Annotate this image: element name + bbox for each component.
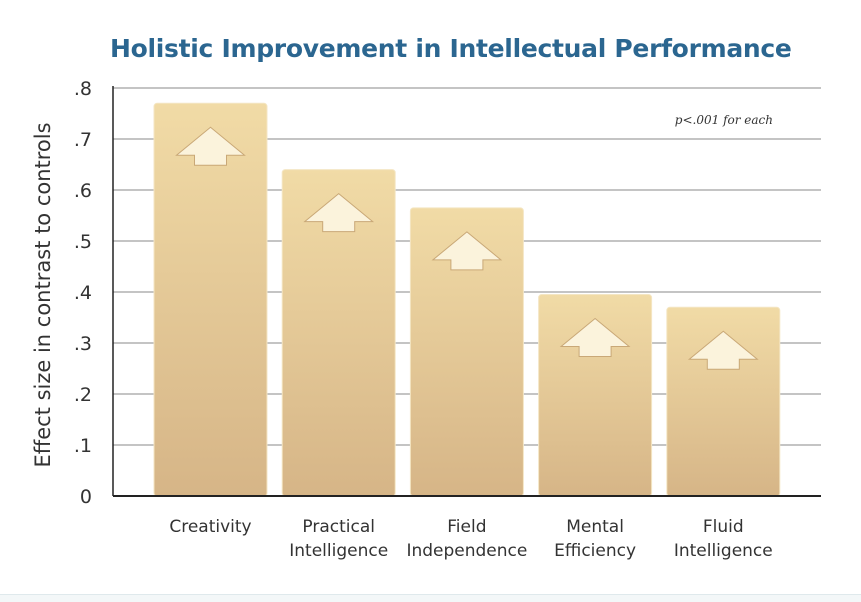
significance-annotation: p<.001 for each — [675, 113, 773, 127]
y-tick-label: .7 — [74, 129, 92, 151]
x-tick-label: Practical — [302, 517, 375, 537]
y-tick-label: .6 — [74, 180, 92, 202]
x-tick-label: Fluid — [703, 517, 744, 537]
up-arrow-icon — [687, 330, 759, 370]
chart-title: Holistic Improvement in Intellectual Per… — [110, 34, 792, 63]
axes — [112, 86, 821, 497]
y-tick-label: 0 — [80, 486, 92, 508]
x-tick-label: Intelligence — [289, 541, 388, 561]
bottom-strip — [0, 594, 861, 602]
up-arrow-icon — [559, 317, 631, 358]
x-tick-label: Independence — [406, 541, 527, 561]
x-tick-label: Efficiency — [554, 541, 636, 561]
x-tick-label: Field — [447, 517, 486, 537]
bar-arrows — [175, 126, 759, 370]
up-arrow-icon — [175, 126, 246, 166]
bars — [153, 102, 781, 497]
y-tick-label: .4 — [74, 282, 92, 304]
y-tick-label: .8 — [74, 78, 92, 100]
y-tick-label: .5 — [74, 231, 92, 253]
y-tick-label: .2 — [74, 384, 92, 406]
x-tick-labels: Creativity Practical Intelligence Field Inde… — [169, 517, 772, 561]
y-tick-label: .1 — [74, 435, 92, 457]
up-arrow-icon — [431, 231, 503, 271]
x-tick-label: Mental — [566, 517, 624, 537]
y-tick-label: .3 — [74, 333, 92, 355]
up-arrow-icon — [303, 192, 375, 233]
x-tick-label: Intelligence — [674, 541, 773, 561]
y-axis-label: Effect size in contrast to controls — [31, 122, 55, 467]
x-tick-label: Creativity — [169, 517, 251, 537]
y-tick-labels: 0 .1 .2 .3 .4 .5 .6 .7 .8 — [74, 78, 92, 508]
